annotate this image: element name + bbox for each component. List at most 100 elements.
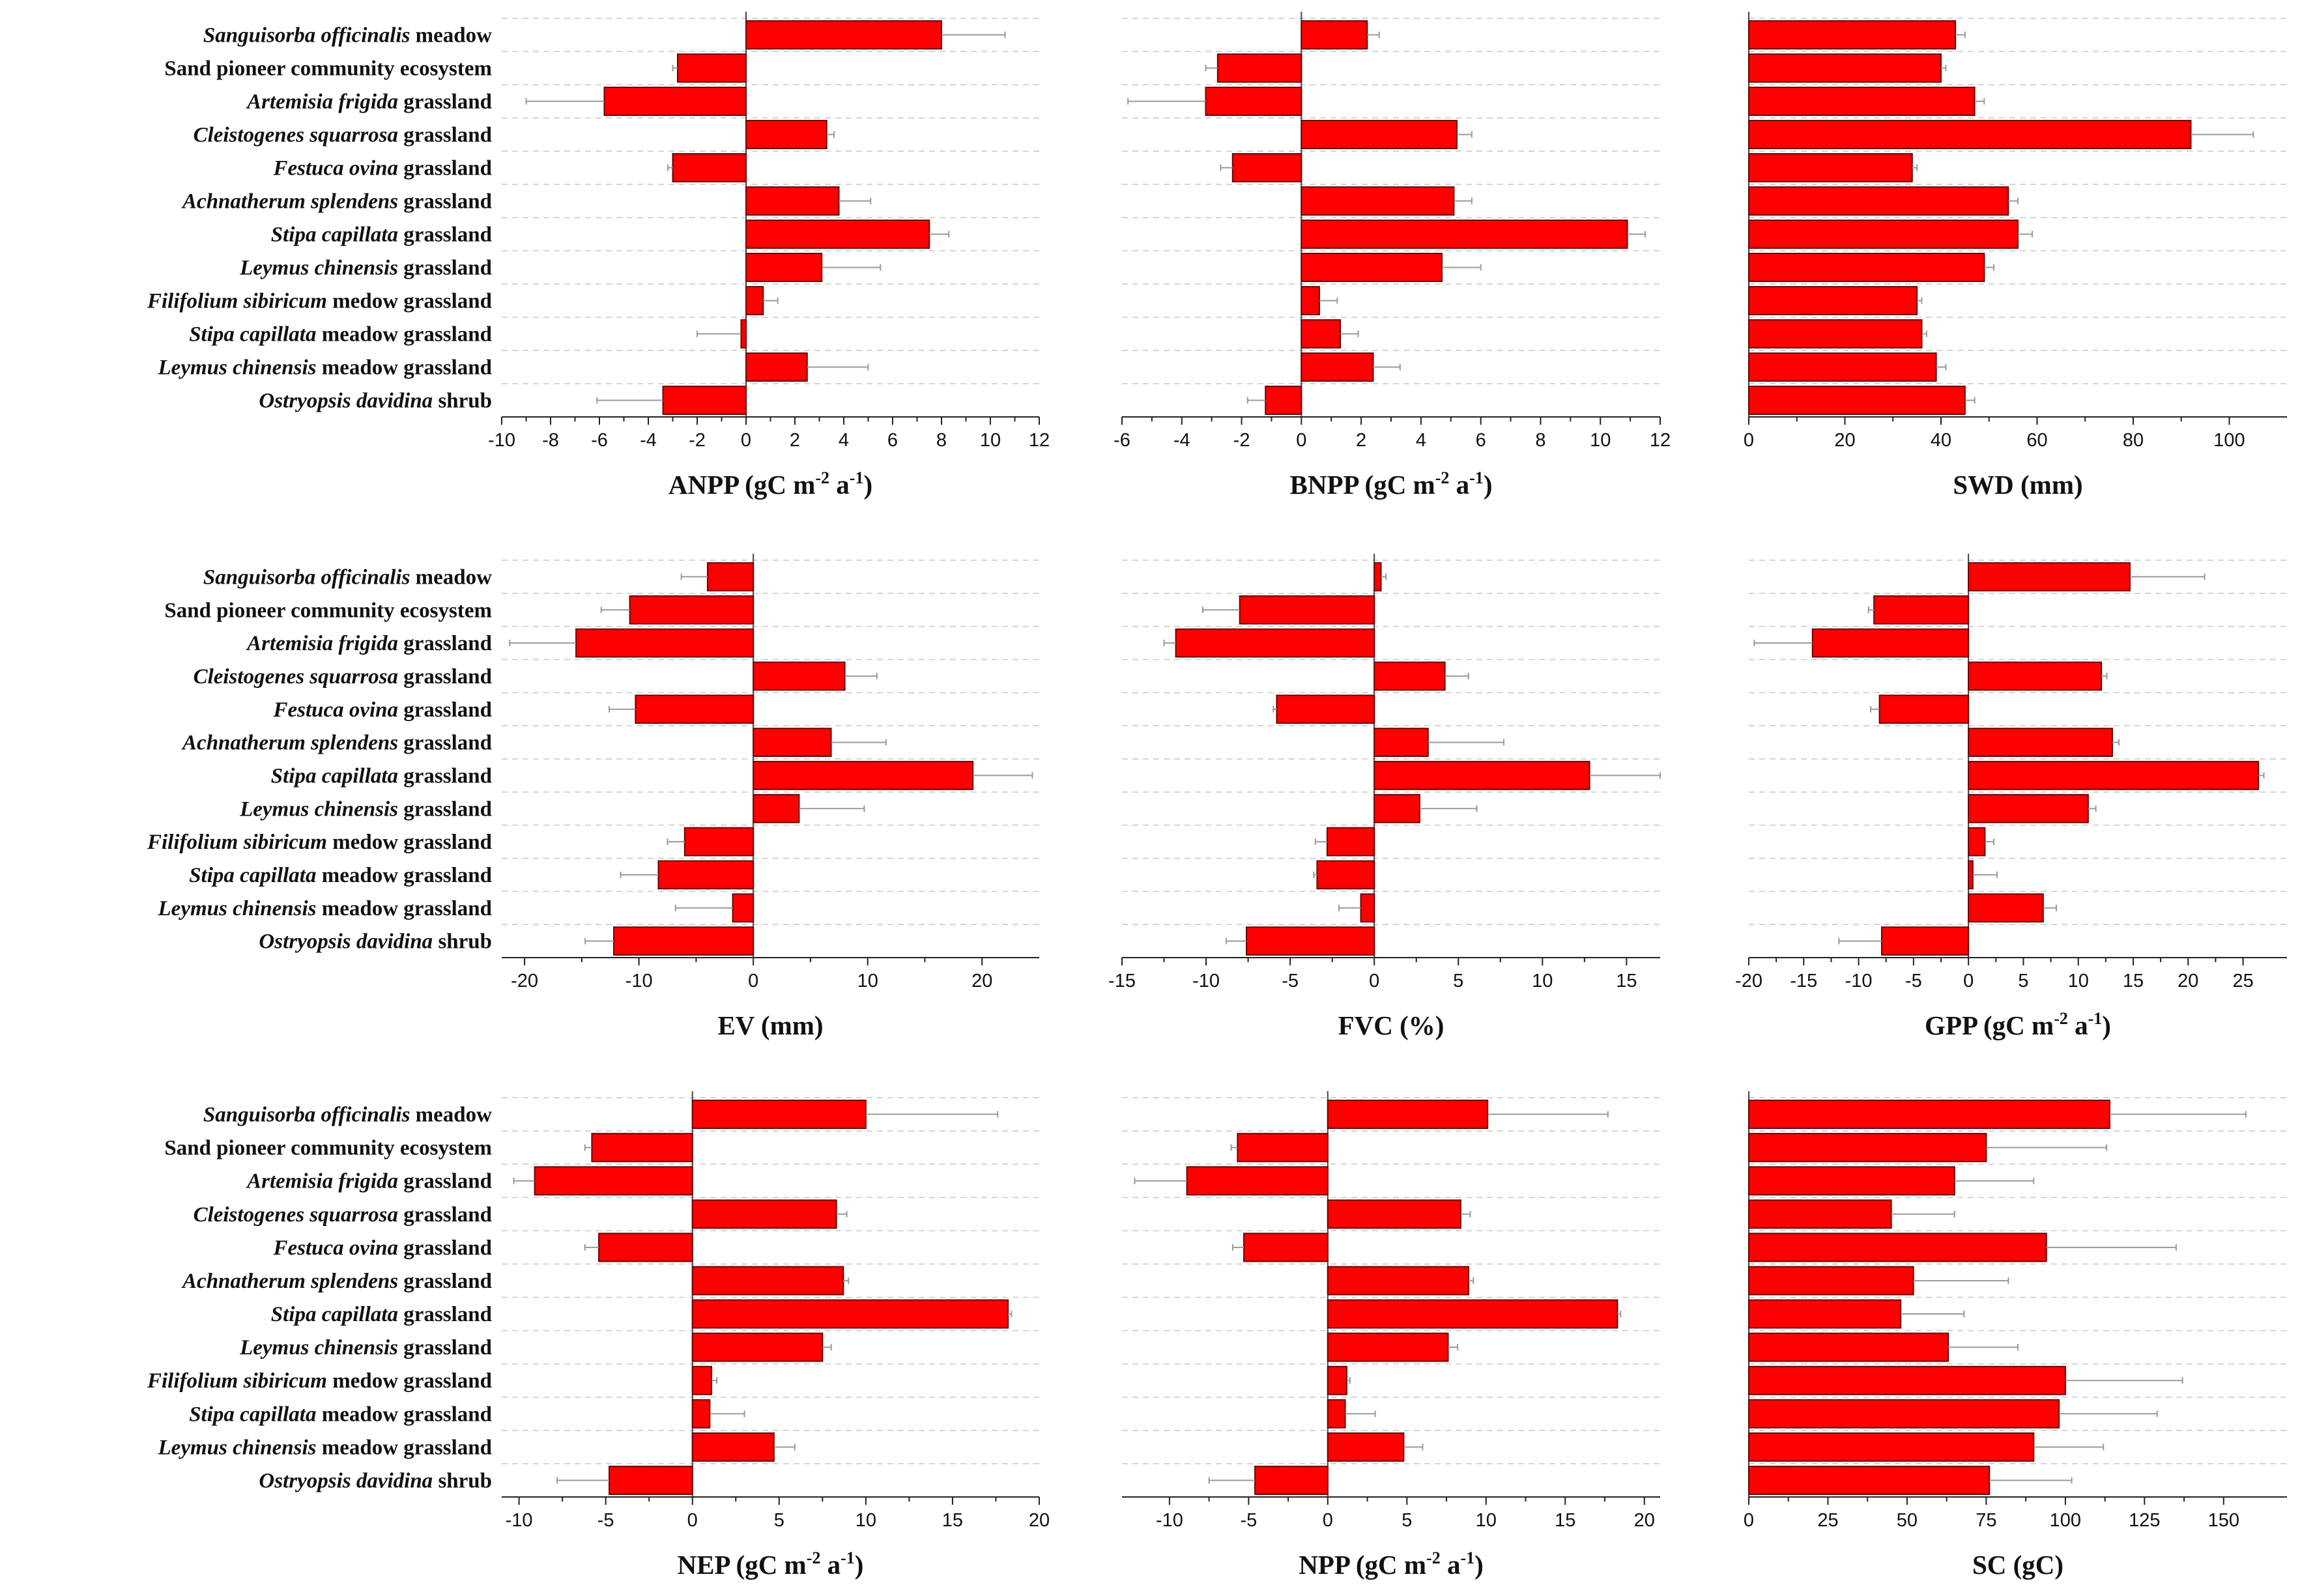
bar	[609, 1466, 693, 1495]
bar	[1301, 319, 1341, 349]
bar	[1748, 186, 2009, 216]
bar	[691, 1100, 867, 1129]
category-label-rest: meadow grassland	[316, 356, 492, 380]
category-label-rest: medow grassland	[327, 1369, 492, 1393]
bar	[1301, 20, 1368, 50]
category-label: Filifolium sibiricum medow grassland	[147, 831, 492, 854]
bar	[1243, 1233, 1329, 1262]
bar	[1237, 1133, 1329, 1163]
x-tick-label: 25	[2232, 971, 2253, 991]
x-axis-label: SC (gC)	[1972, 1550, 2063, 1580]
bar	[1373, 761, 1590, 790]
category-label-rest: grassland	[398, 91, 492, 114]
x-tick-label: 2	[1356, 430, 1366, 451]
x-tick-label: 0	[1744, 430, 1754, 451]
x-axis-label-sup1: -2	[807, 1548, 821, 1567]
category-label: Achnatherum splendens grassland	[181, 1270, 492, 1293]
bar	[1301, 286, 1320, 315]
x-axis-label-sup1: -2	[2054, 1009, 2068, 1028]
category-label-italic: Achnatherum splendens	[181, 1270, 398, 1293]
x-axis-label: NEP (gC m-2 a-1)	[678, 1548, 864, 1580]
x-axis-label: EV (mm)	[717, 1010, 823, 1040]
x-axis-label-mid: a	[2068, 1010, 2088, 1040]
category-label-italic: Ostryopsis davidina	[259, 390, 433, 413]
category-label-rest: meadow grassland	[316, 897, 492, 920]
x-tick-label: -4	[1173, 430, 1190, 451]
bar	[1748, 1199, 1892, 1229]
x-tick-label: 100	[2213, 430, 2245, 451]
bar	[603, 87, 747, 116]
category-label: Stipa capillata meadow grassland	[189, 323, 492, 347]
category-label-italic: Leymus chinensis	[239, 1336, 398, 1360]
bar	[575, 628, 755, 658]
category-label: Festuca ovina grassland	[272, 1236, 492, 1260]
bar	[745, 253, 823, 282]
bar	[1968, 793, 2089, 823]
bar	[691, 1365, 713, 1395]
bar	[1373, 728, 1429, 757]
x-axis-label-sup2: -1	[841, 1548, 855, 1567]
bar	[1748, 20, 1957, 50]
category-label: Festuca ovina grassland	[272, 157, 492, 180]
category-label-italic: Ostryopsis davidina	[259, 1469, 433, 1492]
bar	[1301, 352, 1374, 382]
bar	[740, 319, 747, 349]
x-tick-label: -2	[689, 430, 706, 451]
bar	[1316, 860, 1375, 890]
x-axis-label-main: NEP (gC m	[678, 1550, 807, 1580]
x-tick-label: 10	[980, 430, 1001, 451]
category-label: Stipa capillata meadow grassland	[189, 1403, 492, 1426]
x-axis-label-sup2: -1	[850, 468, 864, 487]
category-label: Artemisia frigida grassland	[246, 91, 492, 114]
category-label: Leymus chinensis grassland	[239, 797, 492, 821]
x-axis-label-sup2: -1	[1460, 1548, 1474, 1567]
category-label-rest: shrub	[433, 1469, 492, 1492]
category-label-rest: medow grassland	[327, 831, 492, 854]
x-axis-label-end: )	[1474, 1550, 1484, 1580]
bar	[1748, 352, 1937, 382]
panel-fvc: -15 -10 -5 0 5 10 15 FVC (%)	[1108, 554, 1661, 1040]
category-label: Stipa capillata grassland	[271, 223, 492, 247]
x-tick-label: 20	[1634, 1510, 1655, 1531]
x-axis-label-end: )	[2102, 1010, 2111, 1040]
bar	[1748, 1399, 2060, 1429]
x-axis-label: BNPP (gC m-2 a-1)	[1290, 468, 1493, 500]
x-axis-label-mid: a	[829, 470, 850, 500]
bar	[1327, 1199, 1461, 1229]
bar	[1968, 893, 2044, 923]
x-tick-label: 40	[1931, 430, 1951, 451]
x-tick-label: 10	[2068, 971, 2089, 991]
x-tick-label: 8	[1535, 430, 1545, 451]
x-tick-label: -5	[1240, 1510, 1257, 1531]
bar	[1873, 595, 1970, 625]
bar	[1968, 860, 1974, 890]
x-tick-label: 5	[1402, 1510, 1412, 1531]
bar	[657, 860, 755, 890]
bar	[591, 1133, 693, 1163]
x-tick-label: 15	[1616, 971, 1637, 991]
category-label-rest: grassland	[398, 190, 492, 214]
bar	[1748, 87, 1976, 116]
bar	[753, 793, 800, 823]
bar	[1327, 1432, 1405, 1462]
x-axis-label-sup1: -2	[1426, 1548, 1441, 1567]
category-label-italic: Artemisia frigida	[246, 1170, 398, 1193]
bar	[1301, 120, 1458, 149]
x-tick-label: 100	[2050, 1510, 2081, 1531]
x-tick-label: -10	[488, 430, 515, 451]
bar	[1748, 253, 1985, 282]
bar	[598, 1233, 693, 1262]
bar	[745, 352, 808, 382]
bar	[1748, 1266, 1914, 1296]
bar	[1968, 661, 2103, 691]
x-tick-label: 6	[1476, 430, 1486, 451]
category-label-italic: Festuca ovina	[272, 1236, 398, 1260]
x-tick-label: 150	[2208, 1510, 2239, 1531]
bar	[1748, 286, 1918, 315]
category-label-italic: Achnatherum splendens	[181, 732, 398, 755]
x-axis-label-end: )	[863, 470, 872, 500]
x-tick-label: 60	[2026, 430, 2047, 451]
x-axis-label-sup1: -2	[815, 468, 829, 487]
